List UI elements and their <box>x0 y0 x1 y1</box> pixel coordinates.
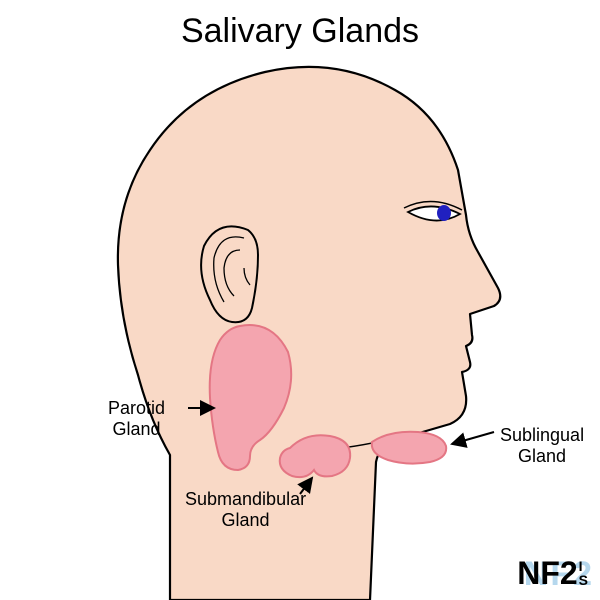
label-text: Submandibular <box>185 489 306 509</box>
label-text: Gland <box>518 446 566 466</box>
parotid-label: Parotid Gland <box>108 398 165 439</box>
page-title: Salivary Glands <box>0 12 600 51</box>
label-text: Sublingual <box>500 425 584 445</box>
sublingual-arrow <box>452 432 494 444</box>
label-text: Parotid <box>108 398 165 418</box>
head-profile <box>118 67 500 600</box>
sublingual-label: Sublingual Gland <box>500 425 584 466</box>
label-text: Gland <box>113 419 161 439</box>
logo-main: NF2 <box>517 555 577 591</box>
sublingual-gland <box>372 432 446 464</box>
logo: NF2IS <box>517 555 588 592</box>
label-text: Gland <box>222 510 270 530</box>
submandibular-label: Submandibular Gland <box>185 489 306 530</box>
logo-sub: S <box>579 572 588 588</box>
